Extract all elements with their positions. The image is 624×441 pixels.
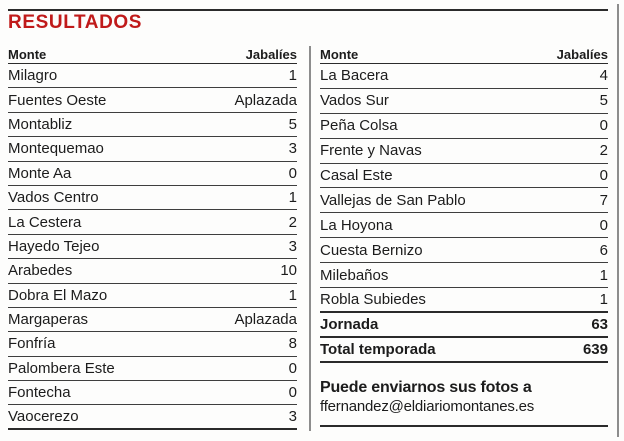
- table-row: Fontecha 0: [8, 381, 297, 406]
- table-row: Dobra El Mazo 1: [8, 284, 297, 308]
- monte-cell: La Cestera: [8, 213, 82, 231]
- jabalies-cell: 2: [288, 213, 297, 231]
- jabalies-cell: 1: [288, 67, 297, 85]
- jabalies-cell: 1: [599, 266, 608, 284]
- monte-cell: Casal Este: [320, 167, 393, 184]
- monte-cell: Monte Aa: [8, 164, 72, 182]
- contact-email: ffernandez@eldiariomontanes.es: [320, 397, 535, 415]
- table-row: Vados Centro 1: [8, 186, 297, 211]
- table-row: Fuentes Oeste Aplazada: [8, 88, 297, 113]
- monte-column-header: Monte: [8, 47, 47, 62]
- table-row: Peña Colsa 0: [320, 114, 608, 139]
- jabalies-cell: 5: [599, 92, 608, 110]
- jabalies-cell: Aplazada: [234, 311, 297, 329]
- jabalies-cell: 0: [599, 216, 608, 234]
- monte-cell: Cuesta Bernizo: [320, 241, 423, 259]
- total-value: 63: [591, 315, 608, 333]
- jabalies-cell: 0: [288, 164, 297, 182]
- jabalies-cell: 5: [288, 115, 297, 133]
- monte-column-header: Monte: [320, 47, 359, 62]
- left-results-table: Monte Jabalíes Milagro 1 Fuentes Oeste A…: [8, 46, 297, 430]
- monte-cell: Palombera Este: [8, 359, 115, 377]
- jabalies-cell: 2: [599, 142, 608, 160]
- table-row: Frente y Navas 2: [320, 139, 608, 164]
- monte-cell: Vados Sur: [320, 92, 389, 110]
- jabalies-cell: 3: [288, 140, 297, 158]
- top-rule: [8, 9, 608, 11]
- total-label: Jornada: [320, 315, 379, 333]
- monte-cell: La Hoyona: [320, 216, 393, 234]
- table-row: Casal Este 0: [320, 164, 608, 189]
- monte-cell: Margaperas: [8, 311, 89, 329]
- monte-cell: Arabedes: [8, 262, 73, 280]
- contact-note: Puede enviarnos sus fotos a ffernandez@e…: [320, 378, 608, 416]
- table-row: Arabedes 10: [8, 259, 297, 284]
- monte-cell: Montabliz: [8, 115, 73, 133]
- monte-cell: Milebaños: [320, 266, 389, 284]
- jabalies-cell: 0: [288, 359, 297, 377]
- jabalies-cell: 1: [288, 189, 297, 207]
- table-row: Milebaños 1: [320, 263, 608, 289]
- jabalies-cell: 0: [288, 384, 297, 402]
- jabalies-column-header: Jabalíes: [245, 47, 297, 62]
- table-row: Vados Sur 5: [320, 89, 608, 114]
- jabalies-cell: 1: [288, 286, 297, 304]
- table-row: La Cestera 2: [8, 210, 297, 235]
- monte-cell: Dobra El Mazo: [8, 286, 108, 304]
- bottom-rule: [320, 425, 608, 427]
- table-row: Milagro 1: [8, 64, 297, 89]
- jabalies-cell: 3: [288, 408, 297, 426]
- column-divider-rule: [309, 46, 311, 431]
- monte-cell: Fuentes Oeste: [8, 91, 107, 109]
- monte-cell: Peña Colsa: [320, 117, 398, 135]
- page-title: RESULTADOS: [8, 12, 143, 33]
- jabalies-cell: 4: [599, 67, 608, 85]
- total-value: 639: [582, 340, 608, 358]
- jabalies-cell: 0: [599, 167, 608, 184]
- jabalies-cell: 0: [599, 117, 608, 135]
- monte-cell: Montequemao: [8, 140, 104, 158]
- jabalies-cell: 7: [599, 191, 608, 209]
- jabalies-cell: 3: [288, 237, 297, 255]
- jabalies-cell: 6: [599, 241, 608, 259]
- season-total-row: Total temporada 639: [320, 338, 608, 363]
- monte-cell: Fonfría: [8, 335, 56, 353]
- table-row: Montabliz 5: [8, 113, 297, 138]
- jornada-total-row: Jornada 63: [320, 313, 608, 338]
- monte-cell: Vaocerezo: [8, 408, 79, 426]
- right-table-header: Monte Jabalíes: [320, 46, 608, 64]
- table-row: Monte Aa 0: [8, 162, 297, 186]
- right-edge-rule: [617, 4, 619, 437]
- table-row: Vaocerezo 3: [8, 405, 297, 430]
- right-results-table: Monte Jabalíes La Bacera 4 Vados Sur 5 P…: [320, 46, 608, 416]
- jabalies-column-header: Jabalíes: [556, 47, 608, 62]
- table-row: Montequemao 3: [8, 137, 297, 162]
- monte-cell: Robla Subiedes: [320, 290, 426, 308]
- left-table-header: Monte Jabalíes: [8, 46, 297, 64]
- monte-cell: Milagro: [8, 67, 58, 85]
- table-row: Hayedo Tejeo 3: [8, 235, 297, 260]
- table-row: Palombera Este 0: [8, 357, 297, 382]
- monte-cell: Vados Centro: [8, 189, 99, 207]
- table-row: La Hoyona 0: [320, 213, 608, 239]
- table-row: Robla Subiedes 1: [320, 288, 608, 313]
- jabalies-cell: 1: [599, 290, 608, 308]
- table-row: Margaperas Aplazada: [8, 308, 297, 333]
- table-row: Fonfría 8: [8, 332, 297, 357]
- table-row: Vallejas de San Pablo 7: [320, 188, 608, 214]
- monte-cell: Frente y Navas: [320, 142, 422, 160]
- table-row: La Bacera 4: [320, 64, 608, 89]
- monte-cell: La Bacera: [320, 67, 389, 85]
- monte-cell: Fontecha: [8, 384, 71, 402]
- contact-text: Puede enviarnos sus fotos a: [320, 378, 532, 396]
- jabalies-cell: 10: [280, 262, 297, 280]
- table-row: Cuesta Bernizo 6: [320, 238, 608, 264]
- jabalies-cell: Aplazada: [234, 91, 297, 109]
- monte-cell: Hayedo Tejeo: [8, 237, 100, 255]
- jabalies-cell: 8: [288, 335, 297, 353]
- total-label: Total temporada: [320, 340, 436, 358]
- monte-cell: Vallejas de San Pablo: [320, 191, 466, 209]
